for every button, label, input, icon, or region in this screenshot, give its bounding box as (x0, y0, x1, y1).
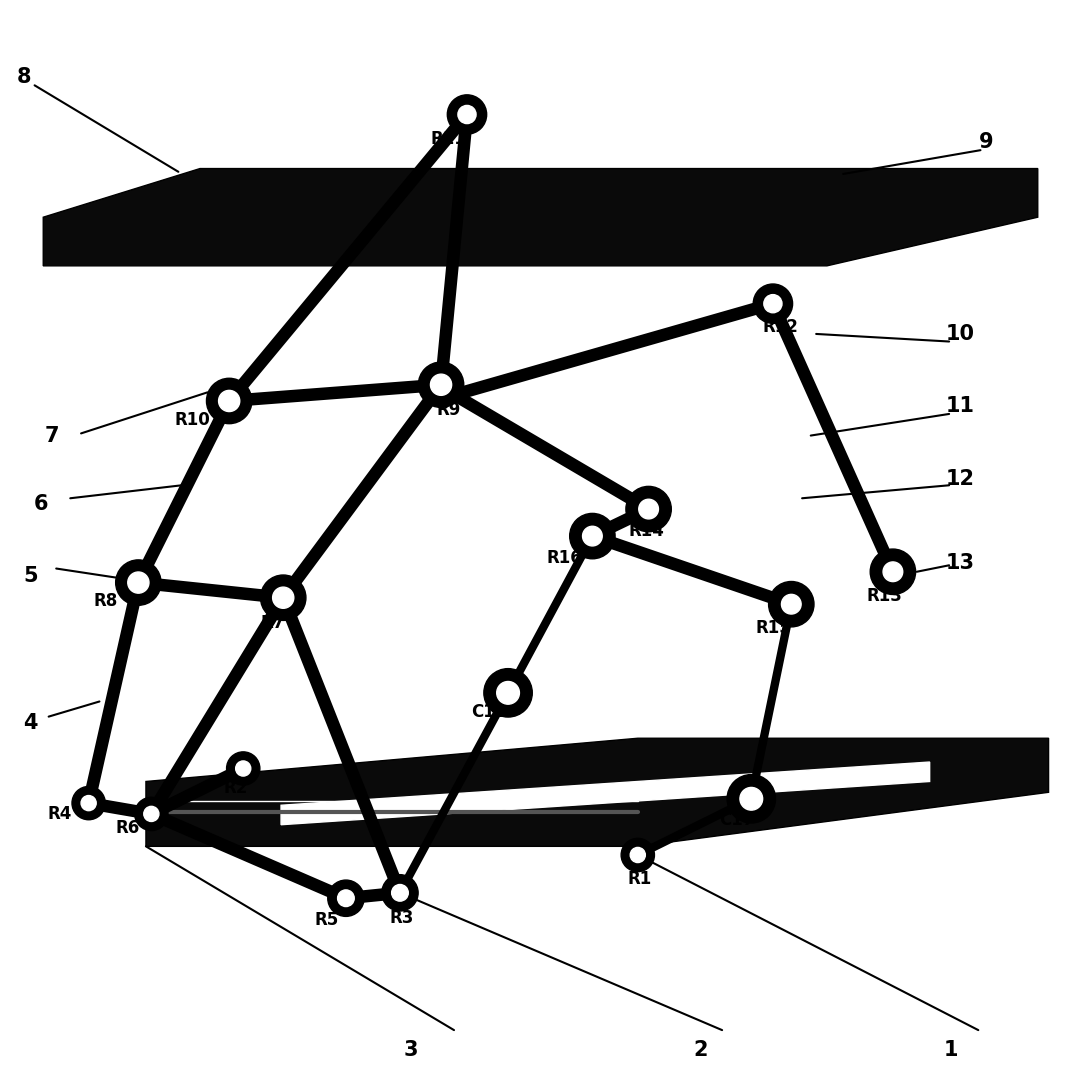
Text: R15: R15 (755, 619, 791, 637)
Circle shape (630, 847, 645, 862)
Text: 1: 1 (944, 1040, 959, 1059)
Circle shape (883, 562, 903, 582)
Text: R10: R10 (174, 412, 211, 430)
Circle shape (144, 807, 159, 822)
Text: R8: R8 (94, 592, 118, 610)
Circle shape (639, 499, 658, 519)
Circle shape (764, 295, 782, 313)
Circle shape (622, 838, 654, 872)
Text: R12: R12 (762, 318, 799, 337)
Text: R9: R9 (437, 401, 461, 419)
Text: 3: 3 (403, 1040, 418, 1059)
Circle shape (870, 549, 916, 595)
Circle shape (81, 796, 96, 811)
Circle shape (236, 761, 251, 777)
Circle shape (418, 362, 464, 407)
Text: R2: R2 (224, 779, 248, 797)
Circle shape (570, 513, 615, 559)
Text: R4: R4 (48, 805, 71, 823)
Text: 12: 12 (946, 469, 974, 488)
Circle shape (430, 374, 452, 395)
Circle shape (626, 486, 671, 532)
Text: 13: 13 (946, 553, 974, 573)
Text: 9: 9 (978, 131, 993, 152)
Text: C17: C17 (720, 811, 755, 830)
Text: 4: 4 (23, 713, 38, 733)
Text: 5: 5 (23, 566, 38, 586)
Circle shape (72, 786, 105, 820)
Text: 7: 7 (44, 426, 59, 445)
Circle shape (484, 668, 532, 717)
Circle shape (391, 885, 409, 901)
Circle shape (583, 526, 602, 546)
Text: R5: R5 (315, 911, 338, 929)
Text: 2: 2 (693, 1040, 708, 1059)
Text: 6: 6 (34, 494, 49, 513)
Text: R11: R11 (430, 130, 467, 148)
Circle shape (497, 681, 519, 704)
Circle shape (227, 752, 259, 785)
Circle shape (753, 284, 792, 324)
Circle shape (328, 880, 364, 916)
Text: R13: R13 (866, 587, 903, 604)
Polygon shape (146, 739, 1049, 846)
Circle shape (128, 572, 149, 593)
Polygon shape (43, 169, 1038, 265)
Circle shape (272, 587, 294, 609)
Text: R14: R14 (628, 522, 665, 539)
Circle shape (739, 787, 763, 810)
Text: R1: R1 (628, 870, 652, 888)
Circle shape (382, 875, 418, 911)
Circle shape (728, 774, 775, 823)
Circle shape (135, 797, 168, 831)
Text: 10: 10 (946, 324, 974, 344)
Circle shape (782, 595, 801, 614)
Circle shape (769, 582, 814, 627)
Circle shape (218, 390, 240, 412)
Text: R3: R3 (390, 909, 414, 927)
Circle shape (206, 378, 252, 423)
Text: C18: C18 (471, 703, 506, 721)
Polygon shape (281, 762, 930, 825)
Circle shape (261, 575, 306, 621)
Text: R6: R6 (116, 819, 139, 837)
Circle shape (448, 95, 486, 134)
Circle shape (116, 560, 161, 605)
Text: R7: R7 (261, 614, 284, 631)
Text: 11: 11 (946, 396, 974, 416)
Circle shape (458, 105, 476, 123)
Text: R16: R16 (546, 549, 583, 566)
Circle shape (337, 890, 355, 906)
Text: 8: 8 (16, 67, 31, 87)
